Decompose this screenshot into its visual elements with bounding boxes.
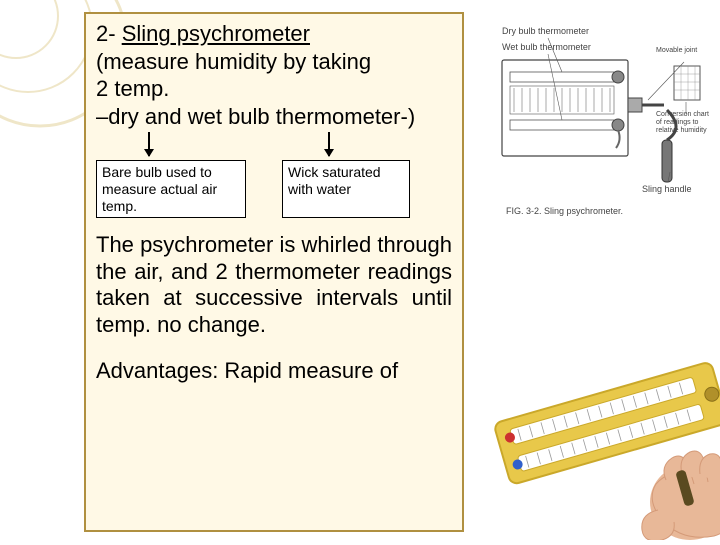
- desc-line-2: 2 temp.: [96, 75, 452, 103]
- label-wet: Wet bulb thermometer: [502, 42, 591, 52]
- psychrometer-diagram: Dry bulb thermometer Wet bulb thermomete…: [488, 16, 710, 222]
- label-joint: Movable joint: [656, 47, 697, 54]
- section-title: 2- Sling psychrometer: [96, 20, 452, 48]
- title-main: Sling psychrometer: [122, 21, 310, 46]
- label-dry: Dry bulb thermometer: [502, 26, 589, 36]
- diagram-caption: FIG. 3-2. Sling psychrometer.: [506, 206, 623, 216]
- dry-bulb-note: Bare bulb used to measure actual air tem…: [96, 160, 246, 218]
- advantages-line: Advantages: Rapid measure of: [96, 358, 452, 384]
- label-chart-2: of readings to: [656, 119, 699, 126]
- desc-line-1: (measure humidity by taking: [96, 48, 452, 76]
- operation-paragraph: The psychrometer is whirled through the …: [96, 232, 452, 338]
- label-chart-1: Conversion chart: [656, 111, 709, 118]
- label-chart-3: relative humidity: [656, 127, 707, 134]
- label-handle: Sling handle: [642, 184, 692, 194]
- arrows-row: [96, 132, 452, 160]
- arrow-dry-icon: [148, 132, 150, 156]
- sub-boxes-row: Bare bulb used to measure actual air tem…: [96, 160, 452, 218]
- content-card: 2- Sling psychrometer (measure humidity …: [84, 12, 464, 532]
- psychrometer-photo: [468, 284, 720, 540]
- desc-line-3: –dry and wet bulb thermometer-): [96, 103, 452, 131]
- arrow-wet-icon: [328, 132, 330, 156]
- wet-bulb-note: Wick saturated with water: [282, 160, 410, 218]
- title-prefix: 2-: [96, 21, 122, 46]
